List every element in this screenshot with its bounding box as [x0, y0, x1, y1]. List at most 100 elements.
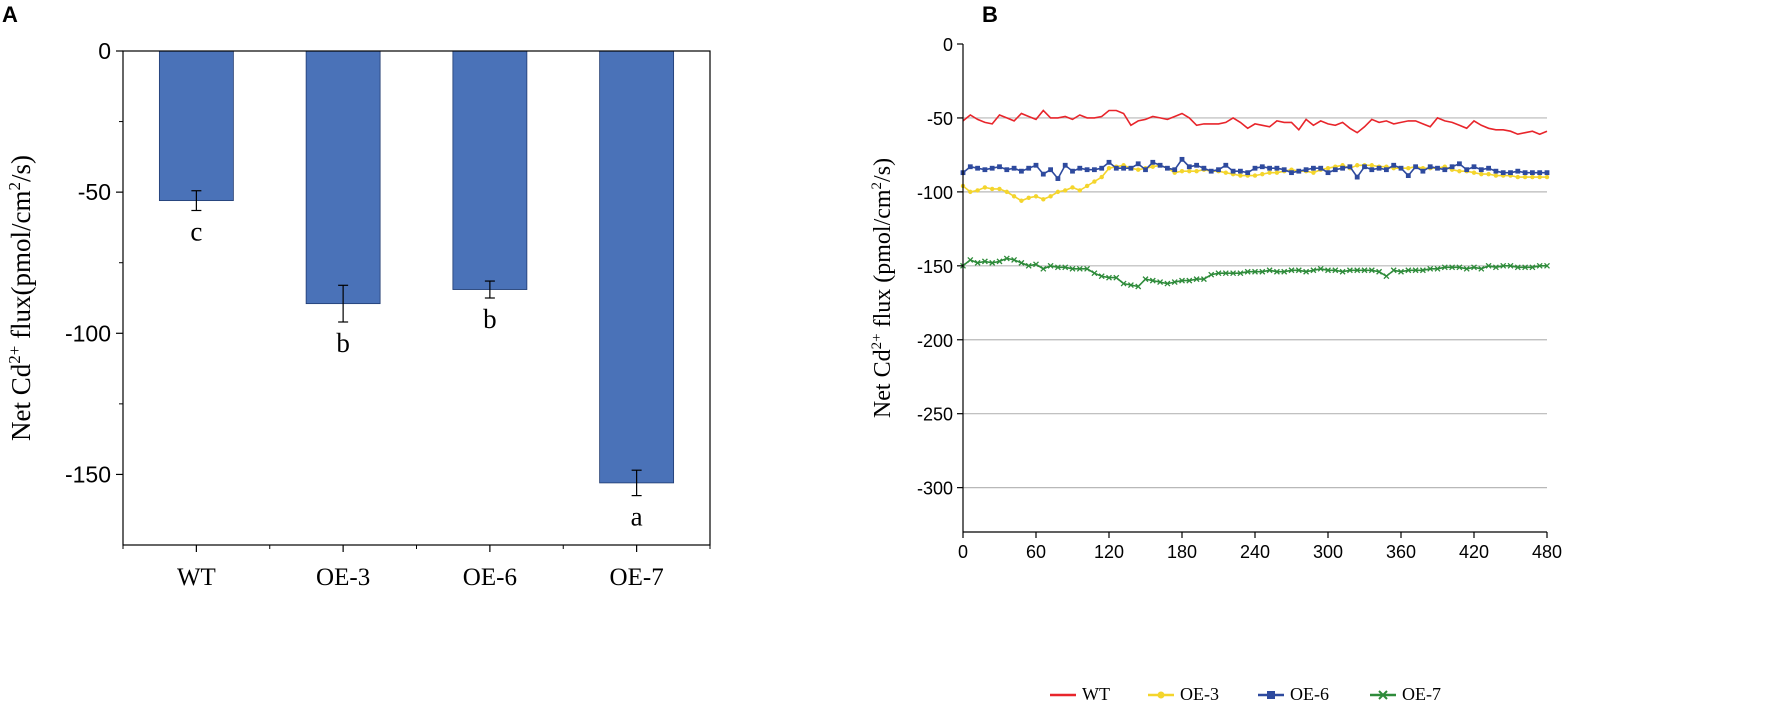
- data-point: [1456, 264, 1463, 271]
- data-point: [1187, 168, 1192, 174]
- data-point: [1405, 267, 1412, 274]
- data-point: [1070, 168, 1075, 174]
- data-point: [1070, 185, 1075, 190]
- data-point: [1493, 173, 1499, 178]
- data-point: [1486, 165, 1491, 171]
- data-point: [1128, 165, 1134, 171]
- y-tick-label: -200: [917, 331, 953, 351]
- data-point: [1274, 170, 1280, 175]
- data-point: [1063, 188, 1068, 193]
- y-tick-label: -50: [927, 109, 953, 129]
- data-point: [1041, 197, 1046, 202]
- data-point: [1165, 165, 1170, 171]
- data-point: [1355, 163, 1360, 168]
- data-point: [1471, 264, 1477, 271]
- data-point: [1310, 267, 1317, 274]
- data-point: [1530, 170, 1535, 176]
- legend-item-oe-7: OE-7: [1370, 684, 1441, 704]
- y-tick-label: -150: [65, 461, 111, 487]
- data-point: [1230, 168, 1236, 174]
- data-point: [1106, 274, 1112, 281]
- data-point: [1537, 170, 1543, 176]
- data-point: [1062, 264, 1069, 271]
- x-tick-label: 180: [1167, 542, 1197, 562]
- data-point: [1537, 174, 1542, 180]
- data-point: [1215, 270, 1222, 277]
- x-tick-label: 420: [1459, 542, 1489, 562]
- data-point: [1347, 164, 1353, 170]
- bar-oe-3: [305, 50, 381, 305]
- y-tick-label: -150: [917, 257, 953, 277]
- data-point: [1325, 166, 1331, 171]
- data-point: [1026, 195, 1031, 200]
- data-point: [1412, 267, 1419, 274]
- data-point: [1179, 156, 1185, 162]
- series-oe-7: [960, 255, 1550, 290]
- significance-label: c: [190, 216, 202, 246]
- data-point: [990, 186, 995, 192]
- data-point: [1346, 267, 1353, 274]
- data-point: [1390, 267, 1397, 274]
- data-point: [1040, 171, 1046, 177]
- legend-label: OE-7: [1402, 684, 1441, 704]
- data-point: [1019, 198, 1024, 203]
- data-point: [975, 188, 980, 193]
- data-point: [1150, 164, 1156, 169]
- data-point: [1530, 174, 1535, 180]
- line-series: [960, 109, 1550, 290]
- legend-item-oe-3: OE-3: [1148, 684, 1219, 704]
- data-point: [967, 164, 973, 170]
- data-point: [989, 165, 995, 171]
- data-point: [982, 167, 988, 173]
- data-point: [1398, 165, 1404, 171]
- data-point: [1004, 167, 1010, 173]
- data-point: [1471, 164, 1477, 170]
- data-point: [1354, 174, 1360, 180]
- data-point: [1194, 168, 1199, 174]
- data-point: [1113, 165, 1119, 171]
- data-point: [1332, 267, 1339, 274]
- data-point: [1260, 171, 1265, 177]
- data-point: [1267, 165, 1272, 171]
- data-point: [982, 185, 988, 190]
- significance-label: b: [336, 328, 350, 358]
- data-point: [1485, 262, 1492, 269]
- data-point: [1406, 166, 1411, 171]
- data-point: [1522, 170, 1528, 176]
- data-point: [1048, 194, 1053, 199]
- x-tick-label: 360: [1386, 542, 1416, 562]
- data-point: [1018, 259, 1025, 266]
- data-point: [1391, 162, 1397, 168]
- data-point: [1478, 265, 1485, 272]
- data-point: [1500, 262, 1507, 269]
- data-point: [1435, 165, 1440, 171]
- significance-label: b: [483, 304, 497, 334]
- panel-label-b: B: [982, 2, 998, 27]
- legend-b: WT OE-3 OE-6 OE-7: [1050, 684, 1441, 704]
- data-point: [1493, 168, 1499, 174]
- data-point: [1266, 267, 1273, 274]
- data-point: [1127, 282, 1134, 289]
- data-point: [1479, 171, 1484, 177]
- data-point: [1208, 168, 1214, 174]
- data-point: [1529, 264, 1536, 271]
- data-point: [1405, 173, 1411, 179]
- y-tick-label: -100: [917, 183, 953, 203]
- data-point: [1289, 170, 1294, 176]
- data-point: [1033, 162, 1039, 168]
- data-point: [1179, 168, 1185, 174]
- data-point: [981, 258, 988, 265]
- data-point: [1076, 265, 1083, 272]
- data-point: [1179, 277, 1185, 284]
- data-point: [1463, 265, 1470, 272]
- y-tick-label: -300: [917, 479, 953, 499]
- data-point: [1288, 267, 1295, 274]
- y-tick-label: -250: [917, 405, 953, 425]
- data-point: [1091, 270, 1098, 277]
- y-tick-label: -100: [65, 320, 111, 346]
- data-point: [1332, 167, 1338, 173]
- data-point: [1003, 255, 1010, 262]
- data-point: [1273, 268, 1280, 275]
- y-tick-label: -50: [78, 179, 111, 205]
- data-point: [1544, 262, 1550, 269]
